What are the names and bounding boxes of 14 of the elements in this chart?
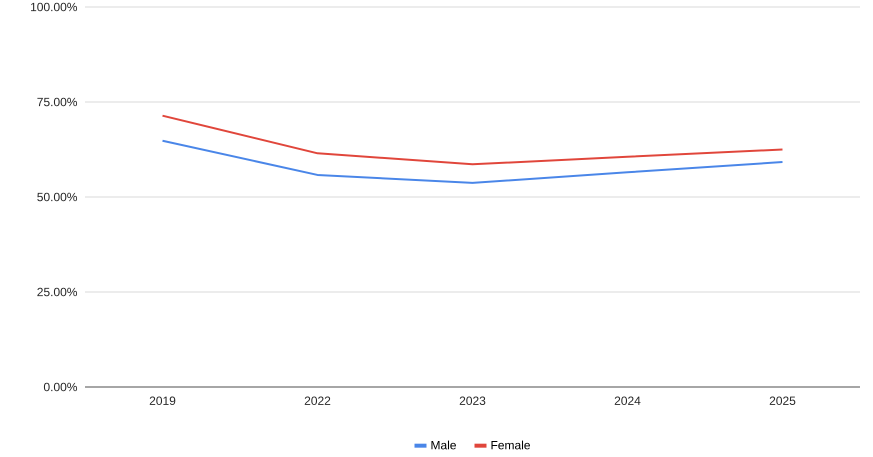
y-tick-label: 100.00% (31, 2, 78, 12)
x-tick-label: 2025 (770, 396, 796, 406)
y-tick-label: 50.00% (37, 192, 78, 202)
legend-label: Female (491, 440, 530, 450)
line-series (162, 140, 784, 184)
x-tick-label: 2024 (614, 396, 640, 406)
line-series (162, 114, 784, 166)
legend-label: Male (431, 440, 456, 450)
y-tick-label: 25.00% (37, 288, 78, 296)
y-tick-label: 0.00% (44, 382, 78, 392)
x-tick-label: 2019 (150, 396, 176, 406)
y-tick-label: 75.00% (37, 98, 78, 106)
x-tick-label: 2023 (460, 396, 486, 406)
x-tick-label: 2022 (304, 396, 330, 406)
